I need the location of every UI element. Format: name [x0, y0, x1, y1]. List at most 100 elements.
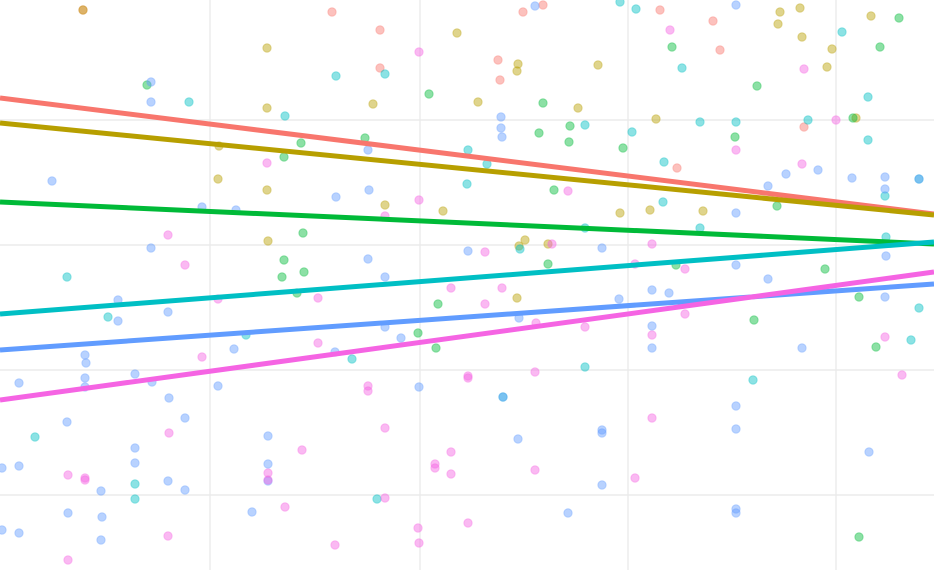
data-point	[497, 132, 507, 142]
data-point	[659, 157, 669, 167]
data-point	[854, 532, 864, 542]
data-point	[130, 479, 140, 489]
data-point	[534, 128, 544, 138]
data-point	[0, 525, 7, 535]
data-point	[698, 206, 708, 216]
data-point	[731, 508, 741, 518]
data-point	[914, 303, 924, 313]
data-point	[880, 191, 890, 201]
data-point	[78, 5, 88, 15]
data-point	[63, 555, 73, 565]
data-point	[530, 465, 540, 475]
data-point	[822, 62, 832, 72]
data-point	[463, 518, 473, 528]
data-point	[518, 7, 528, 17]
data-point	[327, 7, 337, 17]
data-point	[263, 459, 273, 469]
data-point	[279, 152, 289, 162]
data-point	[731, 401, 741, 411]
data-point	[513, 434, 523, 444]
data-point	[538, 98, 548, 108]
data-point	[871, 342, 881, 352]
data-point	[78, 5, 88, 15]
data-point	[180, 413, 190, 423]
data-point	[372, 494, 382, 504]
data-point	[512, 66, 522, 76]
data-point	[880, 172, 890, 182]
data-point	[130, 458, 140, 468]
data-point	[96, 486, 106, 496]
data-point	[799, 64, 809, 74]
data-point	[496, 123, 506, 133]
data-point	[180, 260, 190, 270]
data-point	[563, 186, 573, 196]
data-point	[164, 428, 174, 438]
data-point	[81, 358, 91, 368]
data-point	[213, 381, 223, 391]
data-point	[14, 528, 24, 538]
data-point	[62, 417, 72, 427]
data-point	[446, 283, 456, 293]
data-point	[380, 200, 390, 210]
data-point	[197, 352, 207, 362]
data-point	[731, 208, 741, 218]
data-point	[647, 285, 657, 295]
data-point	[375, 63, 385, 73]
data-point	[247, 507, 257, 517]
data-point	[708, 16, 718, 26]
data-point	[597, 243, 607, 253]
data-point	[431, 343, 441, 353]
data-point	[615, 0, 625, 7]
data-point	[597, 425, 607, 435]
data-point	[731, 0, 741, 10]
data-point	[647, 343, 657, 353]
data-point	[347, 354, 357, 364]
data-point	[498, 392, 508, 402]
data-point	[597, 480, 607, 490]
series-3-trend-line	[0, 199, 934, 247]
data-point	[103, 312, 113, 322]
data-point	[313, 338, 323, 348]
data-point	[851, 113, 861, 123]
data-point	[80, 350, 90, 360]
data-point	[615, 208, 625, 218]
data-point	[752, 81, 762, 91]
data-point	[645, 205, 655, 215]
data-point	[298, 228, 308, 238]
data-point	[880, 292, 890, 302]
data-point	[263, 468, 273, 478]
data-point	[538, 0, 548, 10]
data-point	[380, 69, 390, 79]
data-point	[493, 55, 503, 65]
data-point	[363, 254, 373, 264]
data-point	[563, 508, 573, 518]
data-point	[831, 115, 841, 125]
data-point	[47, 176, 57, 186]
data-point	[480, 247, 490, 257]
data-point	[463, 246, 473, 256]
data-point	[262, 185, 272, 195]
data-point	[280, 502, 290, 512]
data-point	[647, 330, 657, 340]
data-point	[597, 428, 607, 438]
data-point	[543, 239, 553, 249]
data-point	[130, 369, 140, 379]
data-point	[565, 121, 575, 131]
data-point	[866, 11, 876, 21]
data-point	[14, 378, 24, 388]
data-point	[775, 7, 785, 17]
data-point	[96, 535, 106, 545]
data-point	[665, 25, 675, 35]
data-point	[749, 315, 759, 325]
data-point	[163, 230, 173, 240]
data-point	[496, 112, 506, 122]
data-point	[664, 288, 674, 298]
data-point	[452, 28, 462, 38]
data-point	[667, 42, 677, 52]
data-point	[731, 117, 741, 127]
data-point	[0, 463, 7, 473]
data-point	[262, 43, 272, 53]
data-point	[164, 393, 174, 403]
